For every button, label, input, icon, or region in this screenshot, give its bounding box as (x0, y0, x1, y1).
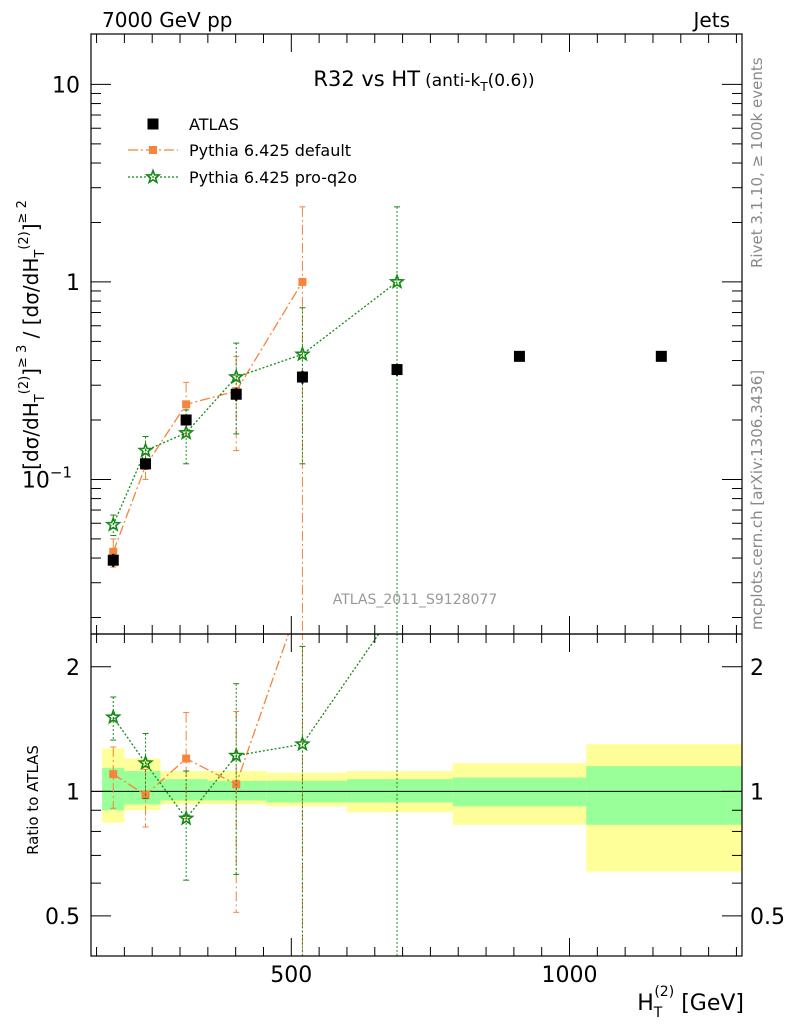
ratio-point-1-0 (104, 708, 122, 725)
y-tick-label-main-1: 1 (66, 271, 80, 296)
main-point-1-3 (227, 368, 245, 385)
main-series-2 (107, 350, 667, 568)
ratio-series-layer (104, 634, 398, 956)
main-point-1-2 (177, 424, 195, 441)
main-point-2-4 (296, 371, 308, 383)
chart-title: R32 vs HT (anti-kT(0.6)) (313, 67, 534, 94)
legend-label-1: Pythia 6.425 default (189, 141, 351, 160)
main-point-2-6 (513, 350, 525, 362)
main-point-2-7 (655, 350, 667, 362)
ratio-point-1-3 (227, 746, 245, 763)
side-label-rivet: Rivet 3.1.10, ≥ 100k events (748, 57, 766, 268)
axes-layer: 500 1000 10 1 10−1 2 2 1 1 0.5 0.5 (22, 33, 785, 988)
y-axis-label: [dσ/dHT(2)]≥ 3 / [dσ/dHT(2)]≥ 2 (15, 200, 48, 470)
ratio-panel-frame (90, 633, 743, 957)
main-point-2-2 (180, 414, 192, 426)
legend-marker-0 (147, 118, 159, 130)
y-tick-label-ratio-left-2: 0.5 (45, 905, 80, 930)
legend-marker-1 (149, 146, 157, 154)
main-point-1-5 (388, 273, 406, 290)
y-tick-label-ratio-left-1: 1 (66, 780, 80, 805)
main-point-1-4 (294, 345, 311, 362)
ratio-uncertainty-bands (102, 744, 742, 872)
x-tick-label-1: 1000 (542, 963, 598, 988)
main-point-1-1 (137, 441, 154, 458)
main-point-2-0 (107, 554, 119, 566)
ratio-point-0-2 (182, 754, 191, 763)
analysis-annotation: ATLAS_2011_S9128077 (333, 592, 498, 608)
ratio-point-1-1 (137, 754, 154, 771)
main-point-0-2 (182, 400, 191, 409)
y-tick-label-ratio-right-0: 2 (750, 656, 764, 681)
main-point-2-1 (140, 458, 152, 470)
main-point-0-4 (298, 277, 307, 286)
main-point-1-0 (104, 515, 122, 532)
header-left: 7000 GeV pp (102, 8, 233, 32)
ratio-band-inner-6 (452, 777, 587, 807)
ratio-line-1 (112, 634, 380, 820)
y-tick-label-main-0: 10 (52, 73, 80, 98)
y-tick-label-ratio-right-2: 0.5 (750, 905, 785, 930)
main-point-2-3 (230, 388, 242, 400)
legend-label-0: ATLAS (189, 115, 239, 134)
ratio-series-1 (104, 634, 398, 956)
ratio-band-inner-7 (586, 766, 742, 825)
ratio-point-1-2 (177, 809, 195, 826)
legend-label-2: Pythia 6.425 pro-q2o (189, 168, 357, 187)
header-right: Jets (692, 8, 730, 32)
legend: ATLAS Pythia 6.425 default Pythia 6.425 pr… (128, 115, 357, 187)
main-point-2-5 (391, 364, 403, 376)
main-line-1 (112, 281, 398, 525)
y-tick-label-ratio-left-0: 2 (66, 656, 80, 681)
ratio-y-axis-label: Ratio to ATLAS (24, 745, 42, 855)
ratio-point-1-4 (294, 735, 311, 752)
main-point-0-0 (109, 547, 118, 556)
x-tick-label-0: 500 (270, 963, 312, 988)
ratio-band-inner-2 (160, 779, 208, 801)
legend-marker-2 (144, 168, 162, 185)
ratio-point-0-0 (109, 770, 118, 779)
x-axis-label: HT(2) [GeV] (637, 984, 744, 1021)
y-tick-label-main-2: 10−1 (22, 463, 72, 493)
side-label-mcplots: mcplots.cern.ch [arXiv:1306.3436] (748, 370, 766, 630)
ratio-band-inner-3 (207, 780, 267, 801)
main-series-layer (104, 206, 667, 634)
y-tick-label-ratio-right-1: 1 (750, 780, 764, 805)
ratio-band-inner-5 (346, 779, 453, 803)
main-line-0 (112, 281, 303, 553)
